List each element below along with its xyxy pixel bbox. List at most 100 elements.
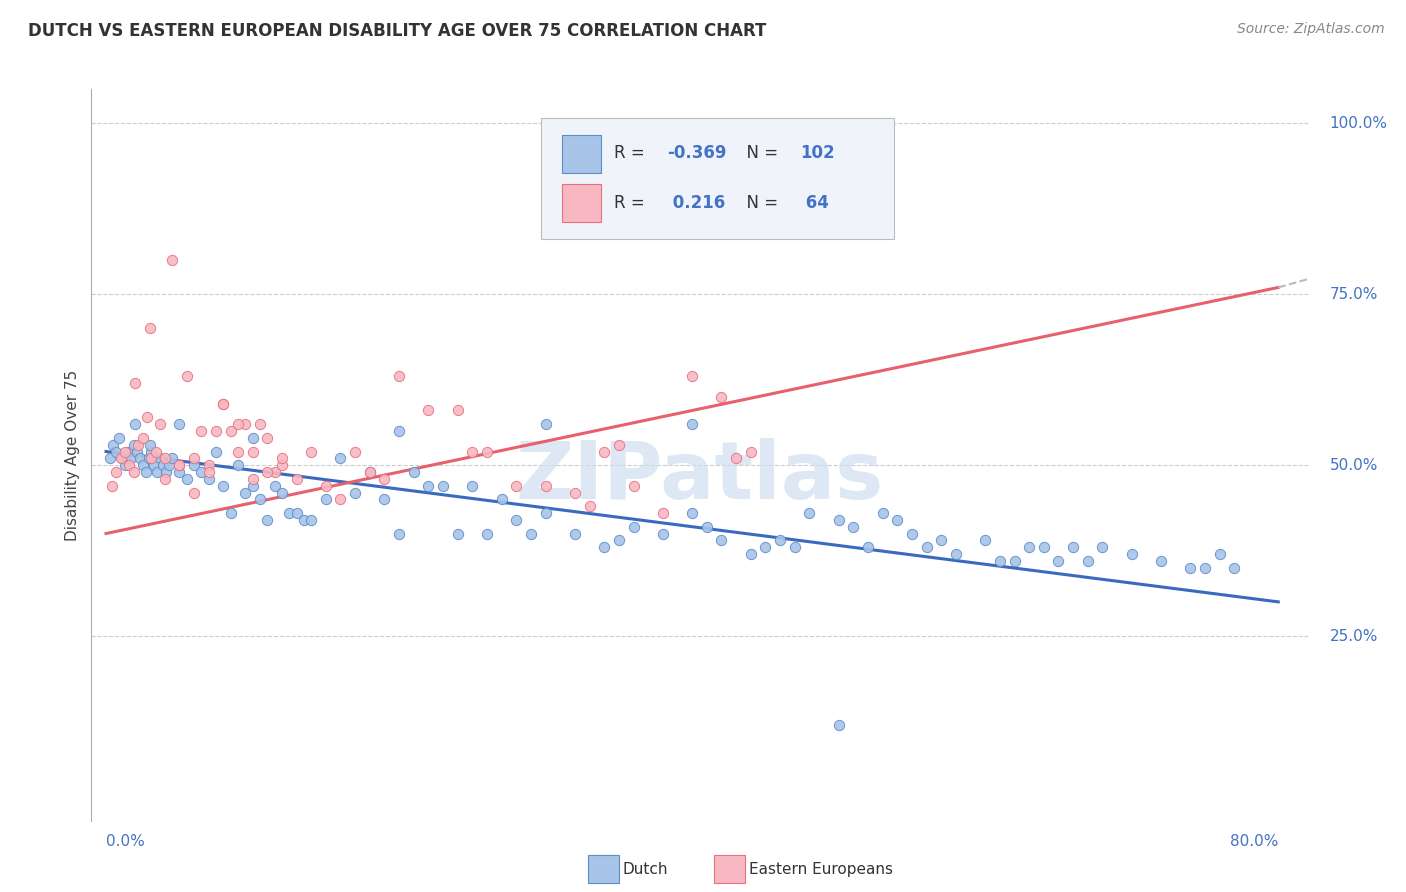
Point [329,492,352,507]
Point [114,444,136,458]
Y-axis label: Disability Age Over 75: Disability Age Over 75 [65,369,80,541]
Point [373,492,395,507]
Point [505,513,527,527]
Point [1018,540,1040,554]
Point [242,431,264,445]
Point [842,519,865,533]
FancyBboxPatch shape [541,119,894,239]
Point [153,451,176,466]
Point [226,417,249,432]
Point [105,465,128,479]
Point [710,533,733,548]
Point [623,478,645,492]
Point [205,444,228,458]
Text: R =: R = [614,194,651,211]
Text: -0.369: -0.369 [666,144,725,161]
Point [725,451,748,466]
Point [856,540,879,554]
Point [183,485,205,500]
Point [329,451,352,466]
Point [828,513,851,527]
Point [270,485,292,500]
Point [1032,540,1054,554]
Point [149,451,172,466]
Point [344,444,367,458]
Point [117,444,139,458]
Point [432,478,454,492]
Point [475,526,498,541]
Point [607,533,630,548]
Point [157,458,180,472]
Point [256,431,278,445]
Point [593,444,616,458]
Point [249,492,271,507]
Point [135,465,157,479]
Point [124,376,146,391]
Point [593,540,616,554]
Point [388,369,411,384]
Point [212,397,235,411]
Point [359,465,381,479]
Point [315,492,337,507]
FancyBboxPatch shape [562,185,600,222]
Point [915,540,938,554]
Point [183,458,205,472]
Point [212,397,235,411]
Point [461,478,484,492]
Point [388,424,411,438]
Point [769,533,792,548]
Point [176,369,198,384]
Text: 102: 102 [800,144,835,161]
Text: 80.0%: 80.0% [1230,834,1278,849]
Point [534,478,557,492]
Point [110,451,132,466]
Point [1121,547,1143,561]
Point [299,513,322,527]
Point [974,533,997,548]
Point [141,451,163,466]
Point [128,451,150,466]
Point [285,506,308,520]
Point [447,526,470,541]
Point [152,458,174,472]
Text: 0.216: 0.216 [666,194,725,211]
Point [783,540,806,554]
Point [418,403,440,417]
Point [278,506,301,520]
Point [1150,554,1173,568]
Point [491,492,513,507]
Point [155,465,177,479]
Point [136,410,159,425]
Text: R =: R = [614,144,651,161]
Point [153,472,176,486]
FancyBboxPatch shape [562,136,600,173]
Point [122,465,145,479]
Text: Dutch: Dutch [623,863,668,877]
Point [710,390,733,404]
Point [242,444,264,458]
Point [141,444,163,458]
Text: 25.0%: 25.0% [1330,629,1378,643]
Point [219,424,242,438]
Point [901,526,924,541]
Point [578,499,600,513]
Point [219,506,242,520]
Point [828,718,851,732]
Point [127,438,149,452]
Point [418,478,440,492]
Point [1004,554,1026,568]
Point [114,458,136,472]
Point [681,506,703,520]
Point [176,472,198,486]
Point [1047,554,1070,568]
Text: 0.0%: 0.0% [105,834,145,849]
Point [475,444,498,458]
Point [886,513,908,527]
Point [183,451,205,466]
Text: N =: N = [735,194,783,211]
Point [388,526,411,541]
Point [190,465,212,479]
Text: DUTCH VS EASTERN EUROPEAN DISABILITY AGE OVER 75 CORRELATION CHART: DUTCH VS EASTERN EUROPEAN DISABILITY AGE… [28,22,766,40]
Point [1194,560,1216,574]
Point [344,485,367,500]
